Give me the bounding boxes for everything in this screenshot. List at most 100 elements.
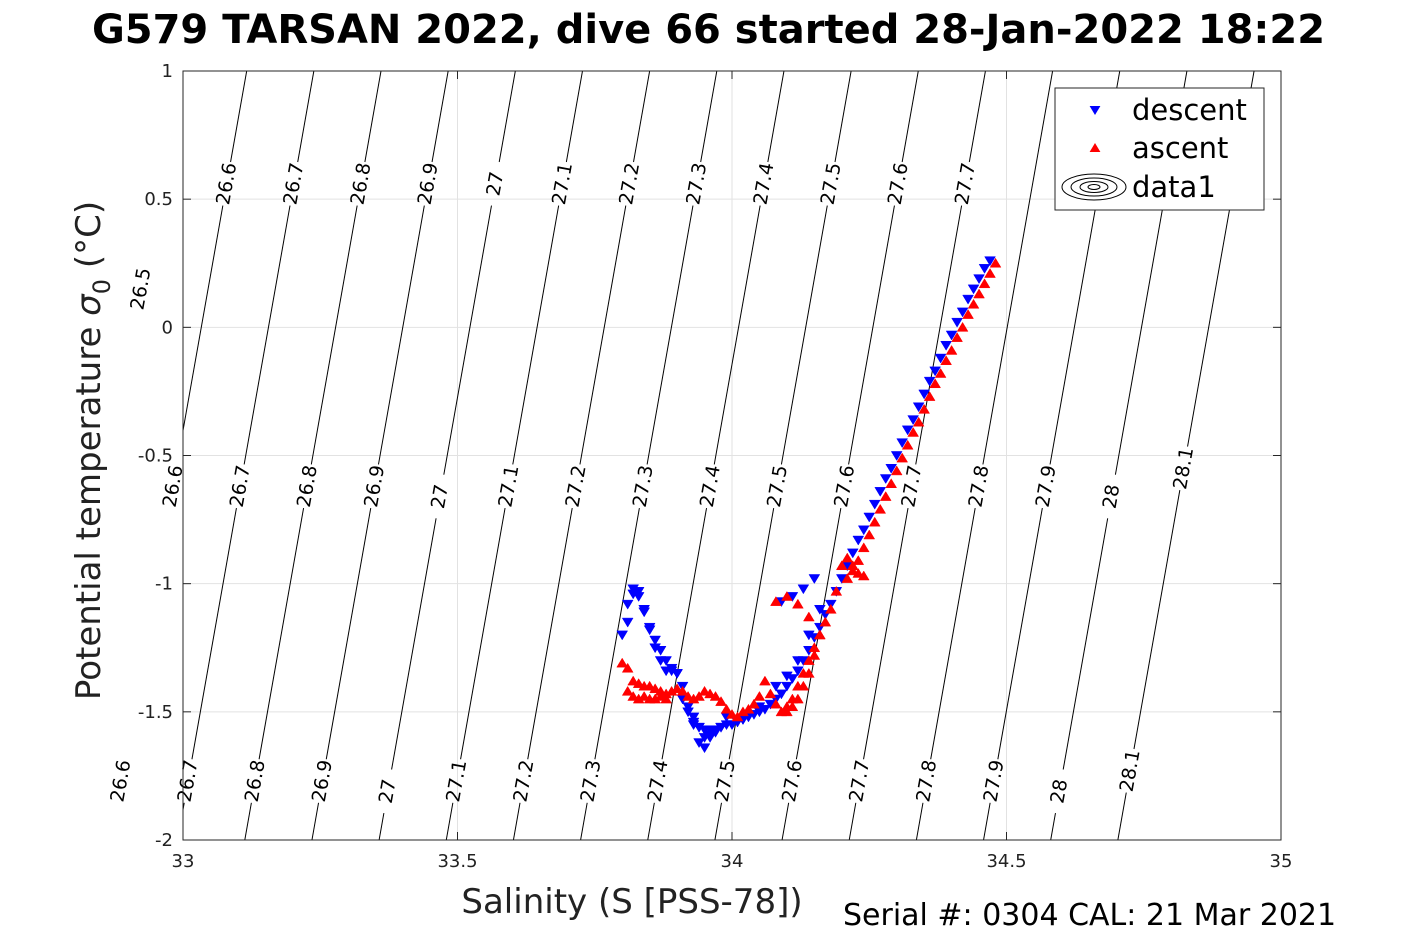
descent-point bbox=[984, 256, 996, 267]
contour-label: 26.6 bbox=[106, 758, 135, 804]
ascent-point bbox=[616, 657, 629, 668]
y-axis-label-main: Potential temperature bbox=[69, 316, 109, 700]
descent-point bbox=[797, 584, 810, 595]
contour-line bbox=[443, 205, 492, 475]
contour-label: 26.5 bbox=[126, 266, 155, 312]
contour-label: 27.7 bbox=[845, 758, 874, 804]
ascent-point bbox=[857, 570, 870, 581]
contour-line bbox=[364, 71, 382, 163]
descent-point bbox=[704, 730, 716, 741]
contour-line bbox=[580, 802, 588, 840]
contour-line bbox=[781, 802, 790, 840]
contour-label: 28.1 bbox=[1116, 748, 1145, 794]
descent-point bbox=[863, 512, 876, 523]
ascent-point bbox=[901, 439, 914, 450]
ascent-point bbox=[781, 706, 793, 717]
contour-line bbox=[191, 507, 237, 760]
ascent-point bbox=[786, 701, 799, 712]
contour-label: 26.9 bbox=[360, 464, 389, 510]
contour-label: 27.1 bbox=[442, 758, 471, 804]
x-tick-label: 33 bbox=[172, 851, 195, 872]
ascent-point bbox=[841, 552, 854, 563]
chart-title: G579 TARSAN 2022, dive 66 started 28-Jan… bbox=[91, 7, 1326, 53]
contour-label: 26.7 bbox=[226, 464, 255, 510]
descent-point bbox=[687, 712, 700, 723]
ascent-point bbox=[978, 278, 991, 289]
ascent-point bbox=[868, 516, 881, 527]
y-tick-label: -0.5 bbox=[138, 446, 173, 467]
contour-line bbox=[1133, 490, 1181, 750]
contour-line bbox=[579, 205, 627, 465]
contour-line bbox=[512, 802, 521, 840]
contour-label: 26.8 bbox=[347, 161, 376, 207]
ascent-point bbox=[879, 491, 892, 501]
ascent-point bbox=[912, 416, 925, 427]
ascent-point bbox=[621, 685, 634, 696]
series-ascent bbox=[616, 257, 1002, 722]
ascent-point bbox=[748, 698, 760, 709]
ascent-point bbox=[792, 693, 804, 704]
descent-point bbox=[654, 656, 667, 667]
descent-point bbox=[912, 402, 925, 413]
ascent-point bbox=[890, 465, 903, 476]
ascent-point bbox=[907, 426, 920, 437]
contour-line bbox=[633, 71, 651, 163]
ascent-point bbox=[770, 698, 782, 709]
x-tick-label: 35 bbox=[1270, 851, 1293, 872]
contour-line bbox=[930, 507, 976, 760]
data-series bbox=[616, 256, 1002, 754]
contour-line bbox=[377, 205, 425, 465]
contour-line bbox=[915, 802, 924, 840]
contour-line bbox=[258, 507, 305, 760]
contour-label: 28 bbox=[1046, 777, 1072, 805]
contour-line bbox=[106, 803, 117, 866]
contour-line bbox=[445, 802, 454, 840]
x-axis-label: Salinity (S [PSS-78]) bbox=[461, 882, 802, 922]
ascent-point bbox=[726, 708, 738, 719]
contour-label: 27.3 bbox=[682, 161, 711, 207]
contour-label: 27.4 bbox=[644, 758, 673, 804]
descent-point bbox=[770, 681, 782, 692]
contour-line bbox=[848, 802, 857, 840]
contour-label: 26.8 bbox=[241, 758, 270, 804]
ascent-point bbox=[792, 598, 804, 609]
ascent-point bbox=[770, 596, 782, 606]
descent-point bbox=[813, 605, 826, 615]
y-axis-label-subscript: 0 bbox=[88, 279, 116, 294]
descent-point bbox=[890, 451, 903, 461]
ascent-point bbox=[934, 368, 947, 378]
ascent-point bbox=[956, 321, 969, 332]
descent-point bbox=[852, 535, 865, 546]
ascent-point bbox=[764, 688, 777, 699]
contour-label: 27.4 bbox=[696, 464, 725, 510]
x-tick-label: 34 bbox=[721, 851, 744, 872]
legend-marker-contour bbox=[1087, 184, 1101, 190]
ascent-point bbox=[940, 355, 952, 365]
descent-point bbox=[781, 671, 793, 682]
contour-line bbox=[431, 71, 449, 163]
series-descent bbox=[616, 256, 996, 754]
contour-label: 27.8 bbox=[965, 464, 994, 510]
contour-line bbox=[297, 71, 315, 163]
contour-label: 27.2 bbox=[615, 161, 644, 207]
ascent-point bbox=[962, 309, 974, 319]
legend-label-descent: descent bbox=[1132, 93, 1247, 127]
ascent-point bbox=[830, 585, 843, 596]
descent-point bbox=[621, 599, 634, 610]
contour-label: 27.6 bbox=[830, 464, 859, 510]
descent-point bbox=[923, 376, 936, 387]
contour-label: 27.5 bbox=[817, 161, 846, 207]
ascent-point bbox=[841, 573, 854, 583]
descent-point bbox=[846, 548, 859, 559]
contour-line bbox=[863, 507, 909, 760]
contour-line bbox=[983, 802, 991, 840]
contour-line bbox=[901, 71, 919, 163]
contour-line bbox=[243, 205, 291, 465]
contour-label: 26.7 bbox=[279, 161, 308, 207]
ascent-point bbox=[627, 675, 640, 686]
contour-line bbox=[1062, 518, 1109, 770]
descent-point bbox=[945, 330, 958, 341]
descent-point bbox=[967, 284, 980, 295]
legend-marker-descent bbox=[1089, 105, 1101, 115]
